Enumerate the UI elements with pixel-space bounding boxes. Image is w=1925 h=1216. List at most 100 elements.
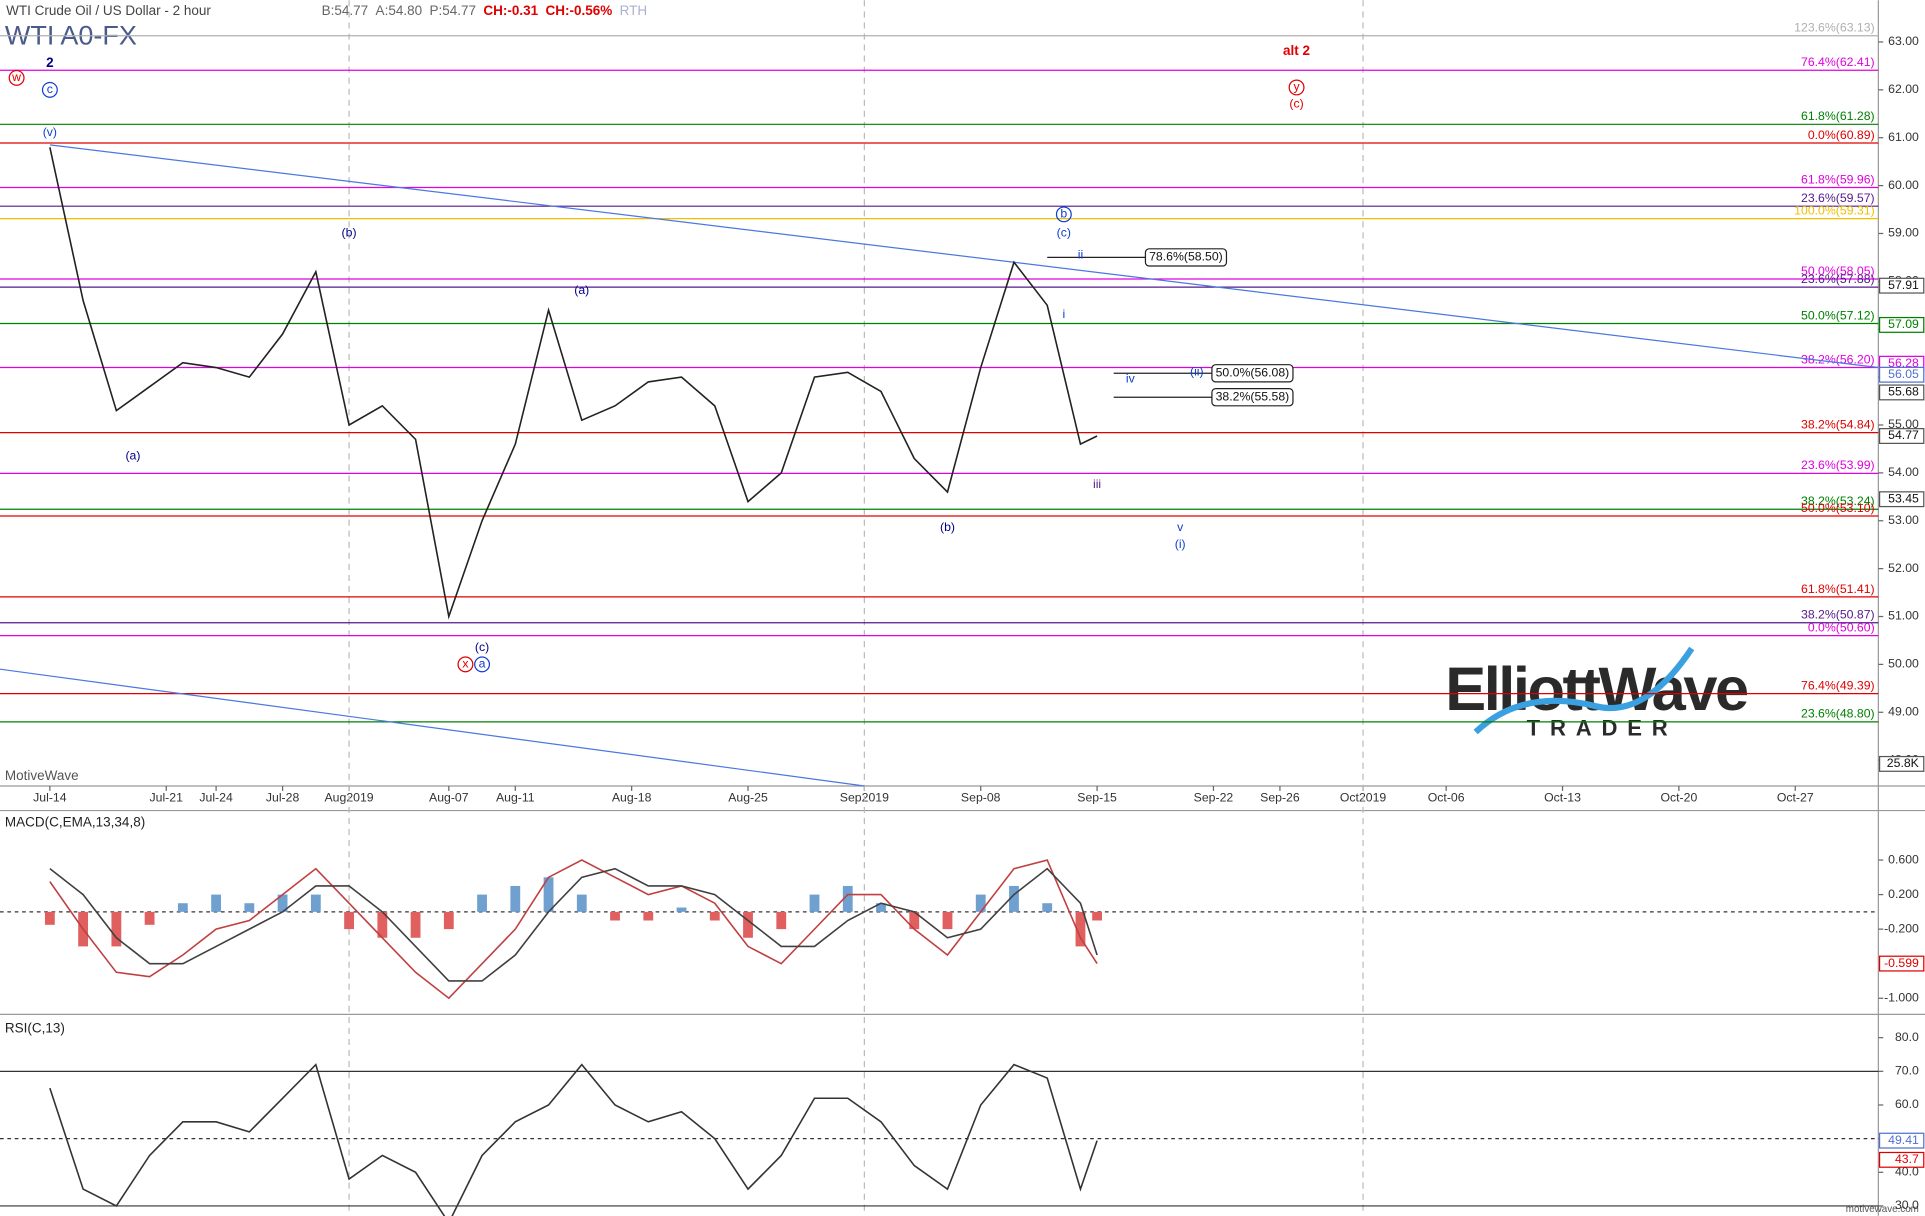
histogram-bar	[909, 911, 920, 930]
wave-circle	[8, 69, 25, 86]
y-tick-label: 63.00	[1888, 34, 1919, 48]
fib-label: 123.6%(63.13)	[1794, 21, 1874, 35]
y-tick-label: 70.0	[1895, 1064, 1919, 1078]
x-tick-label: Sep-22	[1194, 791, 1234, 805]
histogram-bar	[842, 885, 853, 912]
x-tick-label: Oct-20	[1660, 791, 1697, 805]
price-tag-label: 53.45	[1888, 491, 1919, 505]
histogram-bar	[876, 903, 886, 912]
wave-label: (c)	[1057, 226, 1071, 240]
y-tick-label: 55.00	[1888, 417, 1919, 431]
price-tag-label: -0.599	[1884, 956, 1919, 970]
histogram-bar	[676, 907, 687, 912]
fib-label: 61.8%(51.41)	[1801, 582, 1875, 596]
fib-label: 0.0%(50.60)	[1808, 621, 1875, 635]
histogram-bar	[975, 894, 986, 912]
price-tag	[1878, 1151, 1925, 1168]
wave-label: (a)	[574, 283, 589, 297]
trendline	[0, 668, 865, 787]
x-tick-label: Oct-27	[1777, 791, 1814, 805]
price-tag-label: 55.68	[1888, 385, 1919, 399]
pane-title: MACD(C,EMA,13,34,8)	[5, 814, 145, 829]
y-tick-label: 52.00	[1888, 561, 1919, 575]
wave-circle	[1055, 206, 1072, 223]
histogram-bar	[776, 911, 787, 930]
quote-item: RTH	[620, 3, 648, 18]
price-tag	[1878, 316, 1925, 333]
histogram-bar	[576, 894, 587, 912]
wave-label: i	[1062, 307, 1065, 321]
fib-label: 0.0%(60.89)	[1808, 128, 1875, 142]
y-tick-label: 80.0	[1895, 1030, 1919, 1044]
quote-item: A:54.80	[376, 3, 423, 18]
boxed-label: 38.2%(55.58)	[1216, 389, 1290, 403]
boxed-label-box	[1211, 388, 1294, 407]
price-tag	[1878, 955, 1925, 972]
logo-main: ElliottWave	[1445, 655, 1748, 724]
quote-item: P:54.77	[429, 3, 476, 18]
wave-circle	[474, 656, 491, 673]
histogram-bar	[809, 894, 820, 912]
y-tick-label: 62.00	[1888, 82, 1919, 96]
histogram-bar	[743, 911, 753, 938]
histogram-bar	[310, 894, 321, 912]
histogram-bar	[443, 911, 454, 930]
fib-label: 50.0%(53.10)	[1801, 501, 1875, 515]
histogram-bar	[144, 911, 155, 925]
y-tick-label: 49.00	[1888, 705, 1919, 719]
histogram-bar	[277, 894, 288, 912]
histogram-bar	[377, 911, 388, 938]
wave-circle	[457, 656, 474, 673]
wave-circle	[41, 81, 58, 98]
x-tick-label: Aug-18	[612, 791, 652, 805]
wave-label: (ii)	[1190, 365, 1204, 379]
fib-label: 76.4%(49.39)	[1801, 678, 1875, 692]
price-tag	[1878, 491, 1925, 508]
y-tick-label: 30.0	[1895, 1198, 1919, 1212]
volume-tag	[1878, 755, 1925, 772]
wave-label: (v)	[43, 125, 57, 139]
histogram-bar	[1092, 911, 1102, 921]
fib-label: 50.0%(58.05)	[1801, 264, 1875, 278]
price-tag	[1878, 1132, 1925, 1149]
fib-label: 76.4%(62.41)	[1801, 55, 1875, 69]
fib-label: 23.6%(57.88)	[1801, 272, 1875, 286]
price-tag-label: 57.91	[1888, 278, 1919, 292]
price-tag-label: 54.77	[1888, 428, 1919, 442]
price-tag	[1878, 428, 1925, 444]
y-tick-label: 54.00	[1888, 465, 1919, 479]
boxed-label: 50.0%(56.08)	[1216, 366, 1290, 380]
y-tick-label: 40.0	[1895, 1165, 1919, 1179]
histogram-bar	[344, 911, 354, 930]
x-tick-label: Jul-21	[150, 791, 184, 805]
x-tick-label: Jul-24	[199, 791, 233, 805]
histogram-bar	[410, 911, 421, 938]
histogram-bar	[1042, 903, 1053, 912]
y-tick-label: 0.600	[1888, 852, 1919, 866]
volume-tag-label: 25.8K	[1887, 756, 1920, 770]
price-tag	[1878, 384, 1925, 401]
price-line	[49, 867, 1098, 982]
wave-label: c	[47, 82, 53, 96]
wave-label: (a)	[125, 448, 140, 462]
y-tick-label: -0.200	[1884, 921, 1919, 935]
x-tick-label: Jul-14	[33, 791, 67, 805]
y-tick-label: 53.00	[1888, 513, 1919, 527]
price-tag-label: 49.41	[1888, 1133, 1919, 1147]
price-line	[49, 1063, 1098, 1216]
x-tick-label: Sep-26	[1260, 791, 1300, 805]
histogram-bar	[643, 911, 654, 921]
price-tag-label: 43.7	[1895, 1152, 1919, 1166]
x-tick-label: Oct-06	[1428, 791, 1465, 805]
wave-label: 2	[46, 55, 54, 70]
wave-label: alt 2	[1283, 43, 1310, 58]
price-tag-label: 57.09	[1888, 317, 1919, 331]
wave-label: b	[1060, 207, 1067, 221]
price-tag	[1878, 366, 1925, 383]
histogram-bar	[709, 911, 720, 921]
fib-label: 23.6%(59.57)	[1801, 191, 1875, 205]
fib-label: 38.2%(50.87)	[1801, 608, 1875, 622]
